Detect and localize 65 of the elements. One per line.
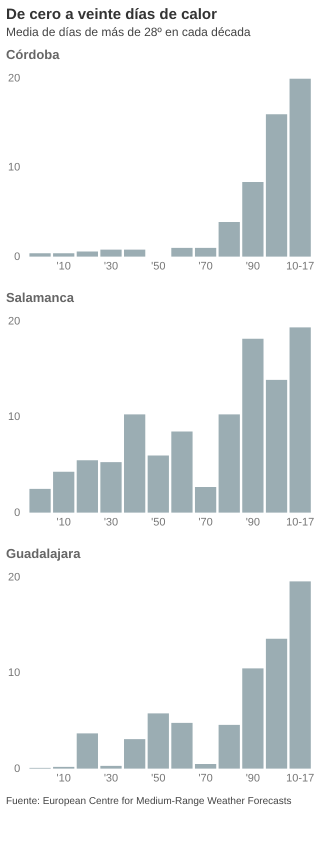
x-tick-label: 10-17 — [286, 516, 314, 528]
bar — [124, 414, 146, 513]
y-tick-label: 10 — [8, 411, 20, 424]
bar — [171, 432, 193, 513]
bar — [242, 182, 264, 257]
y-tick-label: 20 — [8, 572, 20, 584]
y-tick-label: 0 — [14, 250, 20, 263]
bar — [194, 486, 216, 513]
bar — [148, 455, 169, 513]
bar — [100, 462, 122, 513]
bar — [218, 724, 240, 769]
chart-title: Córdoba — [5, 46, 60, 64]
bar — [194, 764, 216, 769]
x-tick-label: 10-17 — [286, 772, 314, 784]
text: Media de días de más de 28º en cada década — [5, 24, 252, 39]
x-tick-label: '10 — [56, 772, 71, 784]
text: De cero a veinte días de calor — [5, 5, 218, 23]
bar — [100, 250, 122, 257]
x-tick-label: '30 — [104, 772, 118, 784]
x-tick-label: '10 — [56, 516, 71, 528]
bar — [242, 668, 264, 769]
x-tick-label: '70 — [198, 516, 213, 528]
bar — [53, 253, 74, 257]
bar — [124, 250, 146, 257]
bar — [290, 327, 311, 513]
bar — [242, 338, 264, 513]
bar — [218, 222, 240, 257]
bar — [290, 581, 311, 769]
chart-title: Guadalajara — [5, 545, 82, 563]
x-tick-label: '30 — [104, 516, 118, 528]
x-tick-label: '50 — [151, 772, 166, 784]
x-tick-label: '30 — [104, 260, 118, 272]
bar — [266, 638, 288, 769]
bar — [266, 380, 288, 513]
bar — [76, 460, 98, 513]
x-tick-label: '90 — [246, 260, 260, 272]
y-tick-label: 0 — [14, 506, 20, 519]
x-tick-label: '10 — [56, 260, 71, 272]
bar — [53, 472, 74, 513]
bar — [29, 253, 51, 257]
bar — [171, 722, 193, 769]
bar — [290, 78, 311, 257]
bar — [76, 251, 98, 257]
bar — [171, 248, 193, 257]
bar — [266, 114, 288, 257]
x-tick-label: '90 — [246, 772, 260, 784]
x-tick-label: '70 — [198, 772, 213, 784]
x-tick-label: '70 — [198, 260, 213, 272]
y-tick-label: 10 — [8, 162, 20, 174]
y-tick-label: 20 — [8, 72, 20, 85]
bar — [124, 739, 146, 769]
x-tick-label: 10-17 — [286, 260, 314, 272]
bar — [76, 733, 98, 769]
source-note: Fuente: European Centre for Medium-Range Weather Forecasts — [5, 795, 293, 807]
x-tick-label: '50 — [151, 516, 166, 528]
bar — [194, 248, 216, 257]
y-tick-label: 0 — [14, 762, 20, 775]
bar — [29, 488, 51, 513]
y-tick-label: 20 — [8, 316, 20, 328]
x-tick-label: '50 — [151, 260, 166, 272]
chart-title: Salamanca — [5, 289, 75, 307]
y-tick-label: 10 — [8, 667, 20, 680]
x-tick-label: '90 — [246, 516, 260, 528]
bar — [218, 414, 240, 513]
bar — [148, 713, 169, 769]
